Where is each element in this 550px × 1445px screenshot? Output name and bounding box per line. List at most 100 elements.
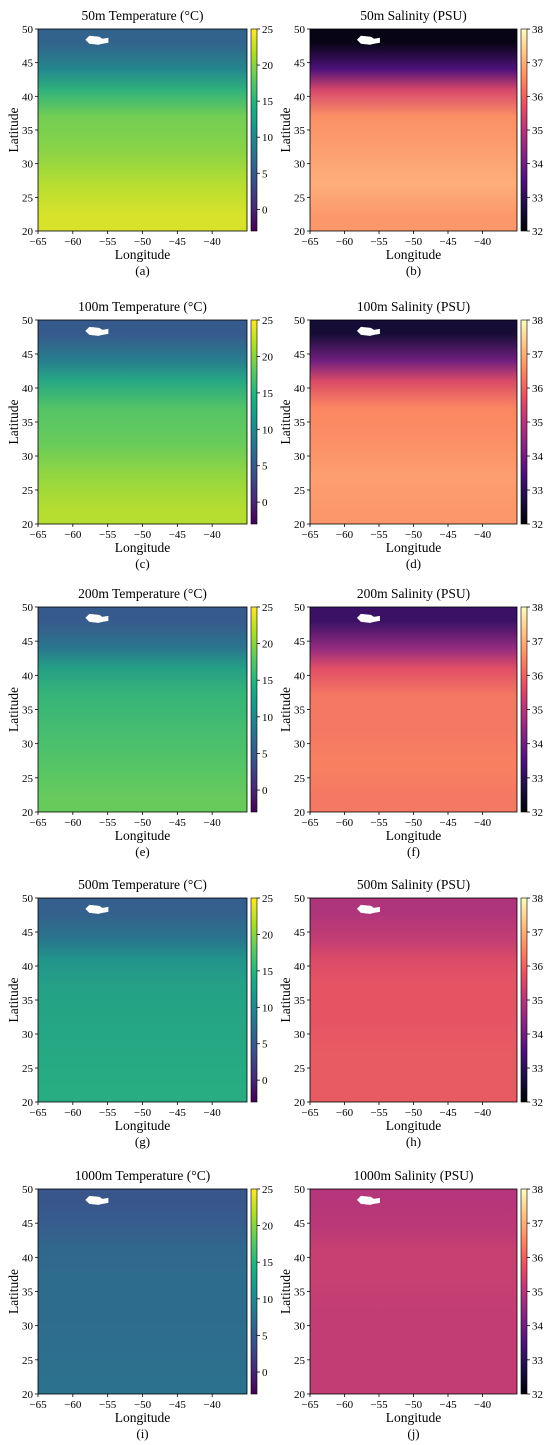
colorbar-tick-label: 15: [262, 675, 274, 687]
heatmap-field: [310, 607, 517, 812]
colorbar-tick-label: 34: [532, 1029, 544, 1041]
x-tick-label: −50: [134, 1107, 152, 1119]
heatmap-field: [38, 1189, 247, 1394]
y-tick-label: 35: [294, 705, 306, 717]
colorbar-tick-label: 32: [532, 1389, 543, 1401]
chart-title: 50m Salinity (PSU): [360, 8, 467, 23]
y-axis-label: Latitude: [6, 1269, 21, 1314]
y-tick-label: 40: [294, 1252, 306, 1264]
colorbar-tick-label: 15: [262, 388, 274, 400]
x-tick-label: −60: [64, 817, 82, 829]
colorbar-tick-label: 35: [532, 417, 544, 429]
x-tick-label: −65: [29, 1399, 47, 1411]
y-axis-label: Latitude: [278, 687, 293, 732]
y-tick-label: 50: [294, 1184, 306, 1196]
colorbar-tick-label: 5: [262, 1330, 268, 1342]
x-tick-label: −55: [370, 1399, 388, 1411]
y-tick-label: 50: [22, 24, 34, 36]
y-tick-label: 50: [22, 602, 34, 614]
y-tick-label: 30: [22, 1029, 34, 1041]
land-mask: [356, 326, 380, 336]
y-axis-label: Latitude: [6, 687, 21, 732]
x-axis-label: Longitude: [115, 247, 171, 262]
colorbar: [520, 28, 528, 232]
y-tick-label: 40: [294, 670, 306, 682]
x-tick-label: −55: [99, 529, 117, 541]
y-axis-label: Latitude: [6, 108, 21, 153]
x-axis-label: Longitude: [115, 540, 171, 555]
colorbar-tick-label: 33: [532, 1063, 544, 1075]
x-tick-label: −65: [301, 1107, 319, 1119]
x-tick-label: −40: [474, 529, 492, 541]
y-tick-label: 45: [294, 349, 306, 361]
colorbar-tick-label: 38: [532, 1184, 544, 1196]
heatmap-field: [38, 320, 247, 524]
colorbar-tick-label: 25: [262, 315, 274, 327]
x-axis-label: Longitude: [386, 1118, 442, 1133]
colorbar: [250, 897, 258, 1103]
land-mask: [85, 1195, 109, 1205]
heatmap-field: [310, 898, 517, 1102]
colorbar-tick-label: 10: [262, 132, 274, 144]
colorbar-tick-label: 38: [532, 24, 544, 36]
colorbar-tick-label: 32: [532, 519, 543, 531]
panel-g: −65 −60 −55 −50 −45 −40 20 25 30 35 40 45 50 0 5 10 15 20…: [6, 877, 274, 1149]
y-tick-label: 30: [294, 451, 306, 463]
x-tick-label: −45: [169, 529, 187, 541]
y-tick-label: 35: [294, 125, 306, 137]
y-tick-label: 25: [22, 1355, 34, 1367]
land-mask: [85, 35, 109, 45]
heatmap-field: [310, 29, 517, 231]
colorbar-tick-label: 36: [532, 670, 544, 682]
chart-title: 500m Temperature (°C): [78, 877, 207, 892]
y-tick-label: 45: [22, 636, 34, 648]
y-tick-label: 25: [22, 192, 34, 204]
x-tick-label: −40: [204, 529, 222, 541]
x-tick-label: −50: [134, 1399, 152, 1411]
y-tick-label: 20: [294, 519, 306, 531]
y-axis-label: Latitude: [278, 400, 293, 445]
colorbar-tick-label: 5: [262, 168, 268, 180]
colorbar: [250, 28, 258, 232]
x-tick-label: −65: [29, 529, 47, 541]
x-tick-label: −60: [336, 1399, 354, 1411]
colorbar-tick-label: 0: [262, 204, 268, 216]
land-mask: [356, 904, 380, 914]
y-tick-label: 25: [294, 773, 306, 785]
x-axis-label: Longitude: [386, 540, 442, 555]
colorbar-tick-label: 10: [262, 712, 274, 724]
colorbar-tick-label: 15: [262, 966, 274, 978]
y-tick-label: 25: [294, 485, 306, 497]
panel-label: (f): [407, 844, 420, 859]
colorbar-tick-label: 25: [262, 24, 274, 36]
x-tick-label: −45: [169, 236, 187, 248]
y-tick-label: 40: [22, 670, 34, 682]
colorbar-tick-label: 34: [532, 739, 544, 751]
colorbar-tick-label: 15: [262, 96, 274, 108]
x-tick-label: −60: [336, 236, 354, 248]
panel-label: (d): [406, 556, 421, 571]
x-tick-label: −65: [301, 529, 319, 541]
y-tick-label: 35: [294, 995, 306, 1007]
colorbar-tick-label: 33: [532, 485, 544, 497]
y-tick-label: 30: [294, 1029, 306, 1041]
panel-label: (i): [136, 1426, 148, 1441]
chart-title: 50m Temperature (°C): [82, 8, 204, 23]
x-tick-label: −50: [405, 1107, 423, 1119]
x-tick-label: −40: [204, 1107, 222, 1119]
y-tick-label: 20: [22, 1097, 34, 1109]
y-tick-label: 35: [294, 417, 306, 429]
x-tick-label: −65: [301, 1399, 319, 1411]
y-axis-label: Latitude: [6, 400, 21, 445]
x-tick-label: −55: [99, 817, 117, 829]
y-tick-label: 25: [294, 192, 306, 204]
colorbar-tick-label: 32: [532, 807, 543, 819]
chart-title: 200m Salinity (PSU): [357, 586, 470, 601]
x-tick-label: −65: [29, 817, 47, 829]
land-mask: [85, 326, 109, 336]
y-tick-label: 50: [22, 893, 34, 905]
panel-label: (j): [407, 1426, 419, 1441]
colorbar-tick-label: 33: [532, 773, 544, 785]
y-tick-label: 50: [22, 315, 34, 327]
x-tick-label: −50: [405, 817, 423, 829]
